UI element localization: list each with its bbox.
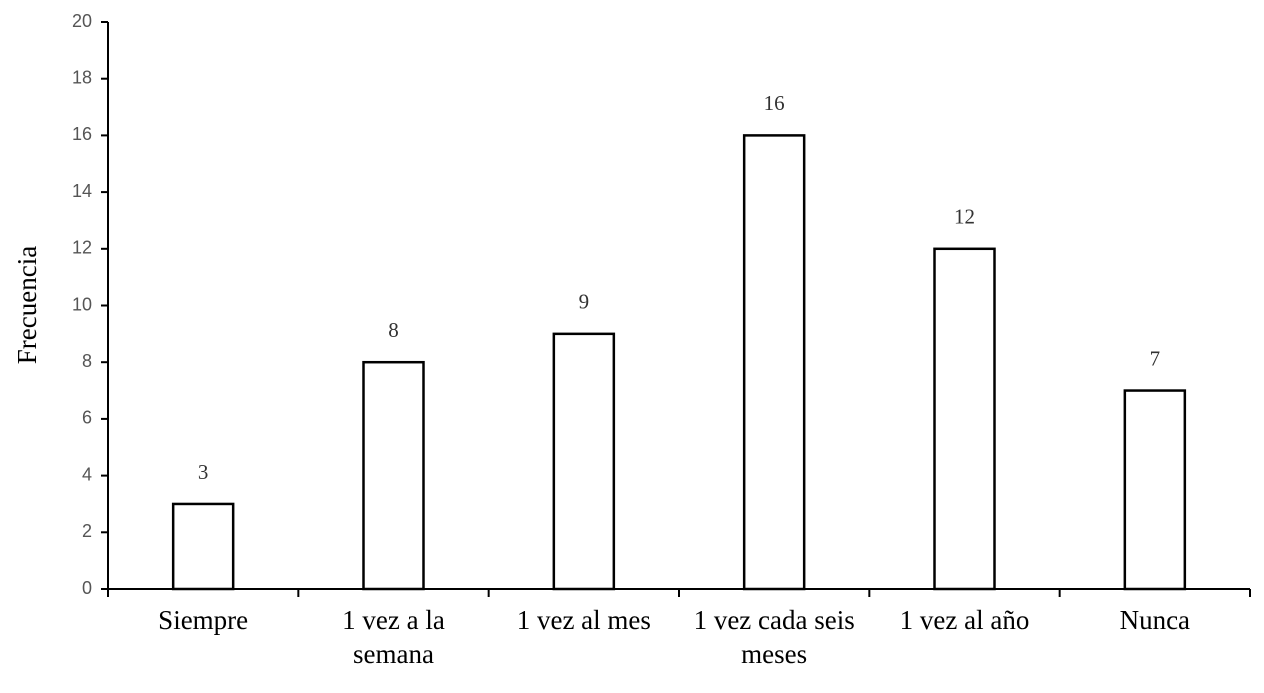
y-tick-label: 20 bbox=[72, 11, 92, 31]
y-tick-label: 2 bbox=[82, 521, 92, 541]
bar bbox=[171, 502, 235, 591]
bar bbox=[552, 332, 616, 591]
x-tick-label: Nunca bbox=[1119, 605, 1191, 635]
x-tick-label: 1 vez al mes bbox=[516, 605, 651, 635]
y-tick-label: 8 bbox=[82, 351, 92, 371]
y-tick-label: 10 bbox=[72, 294, 92, 314]
y-tick-label: 14 bbox=[72, 181, 92, 201]
data-label: 3 bbox=[198, 460, 209, 484]
y-tick-label: 18 bbox=[72, 67, 92, 87]
data-label: 16 bbox=[764, 91, 785, 115]
data-label: 12 bbox=[954, 205, 975, 229]
bar bbox=[933, 247, 996, 591]
bar bbox=[742, 134, 806, 591]
x-tick-label: 1 vez a la semana bbox=[342, 605, 445, 669]
y-tick-label: 16 bbox=[72, 124, 92, 144]
bar bbox=[1123, 389, 1187, 591]
y-tick-label: 4 bbox=[82, 464, 92, 484]
data-label: 9 bbox=[579, 290, 590, 314]
data-label: 8 bbox=[388, 318, 399, 342]
bar bbox=[362, 360, 425, 591]
y-tick-label: 12 bbox=[72, 238, 92, 258]
y-tick-label: 6 bbox=[82, 408, 92, 428]
x-tick-label: 1 vez cada seis meses bbox=[693, 605, 855, 669]
x-tick-label: 1 vez al año bbox=[899, 605, 1030, 635]
data-label: 7 bbox=[1150, 346, 1161, 370]
y-axis-label: Frecuencia bbox=[12, 246, 42, 364]
y-tick-label: 0 bbox=[82, 578, 92, 598]
x-tick-label: Siempre bbox=[158, 605, 249, 635]
